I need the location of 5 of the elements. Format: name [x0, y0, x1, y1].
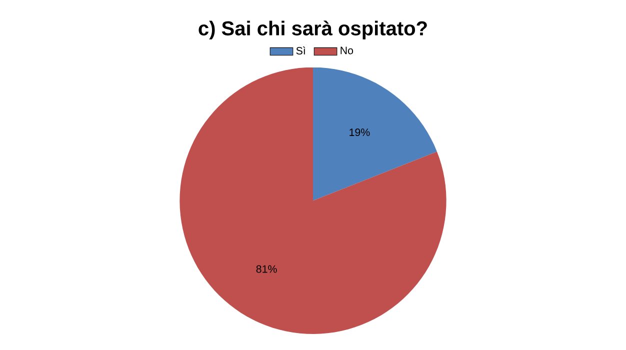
data-label: 81% — [256, 265, 277, 273]
chart-title: c) Sai chi sarà ospitato? — [198, 20, 427, 40]
legend-label: Sì — [296, 46, 306, 54]
legend-label: No — [340, 46, 354, 54]
data-label: 19% — [350, 128, 370, 136]
